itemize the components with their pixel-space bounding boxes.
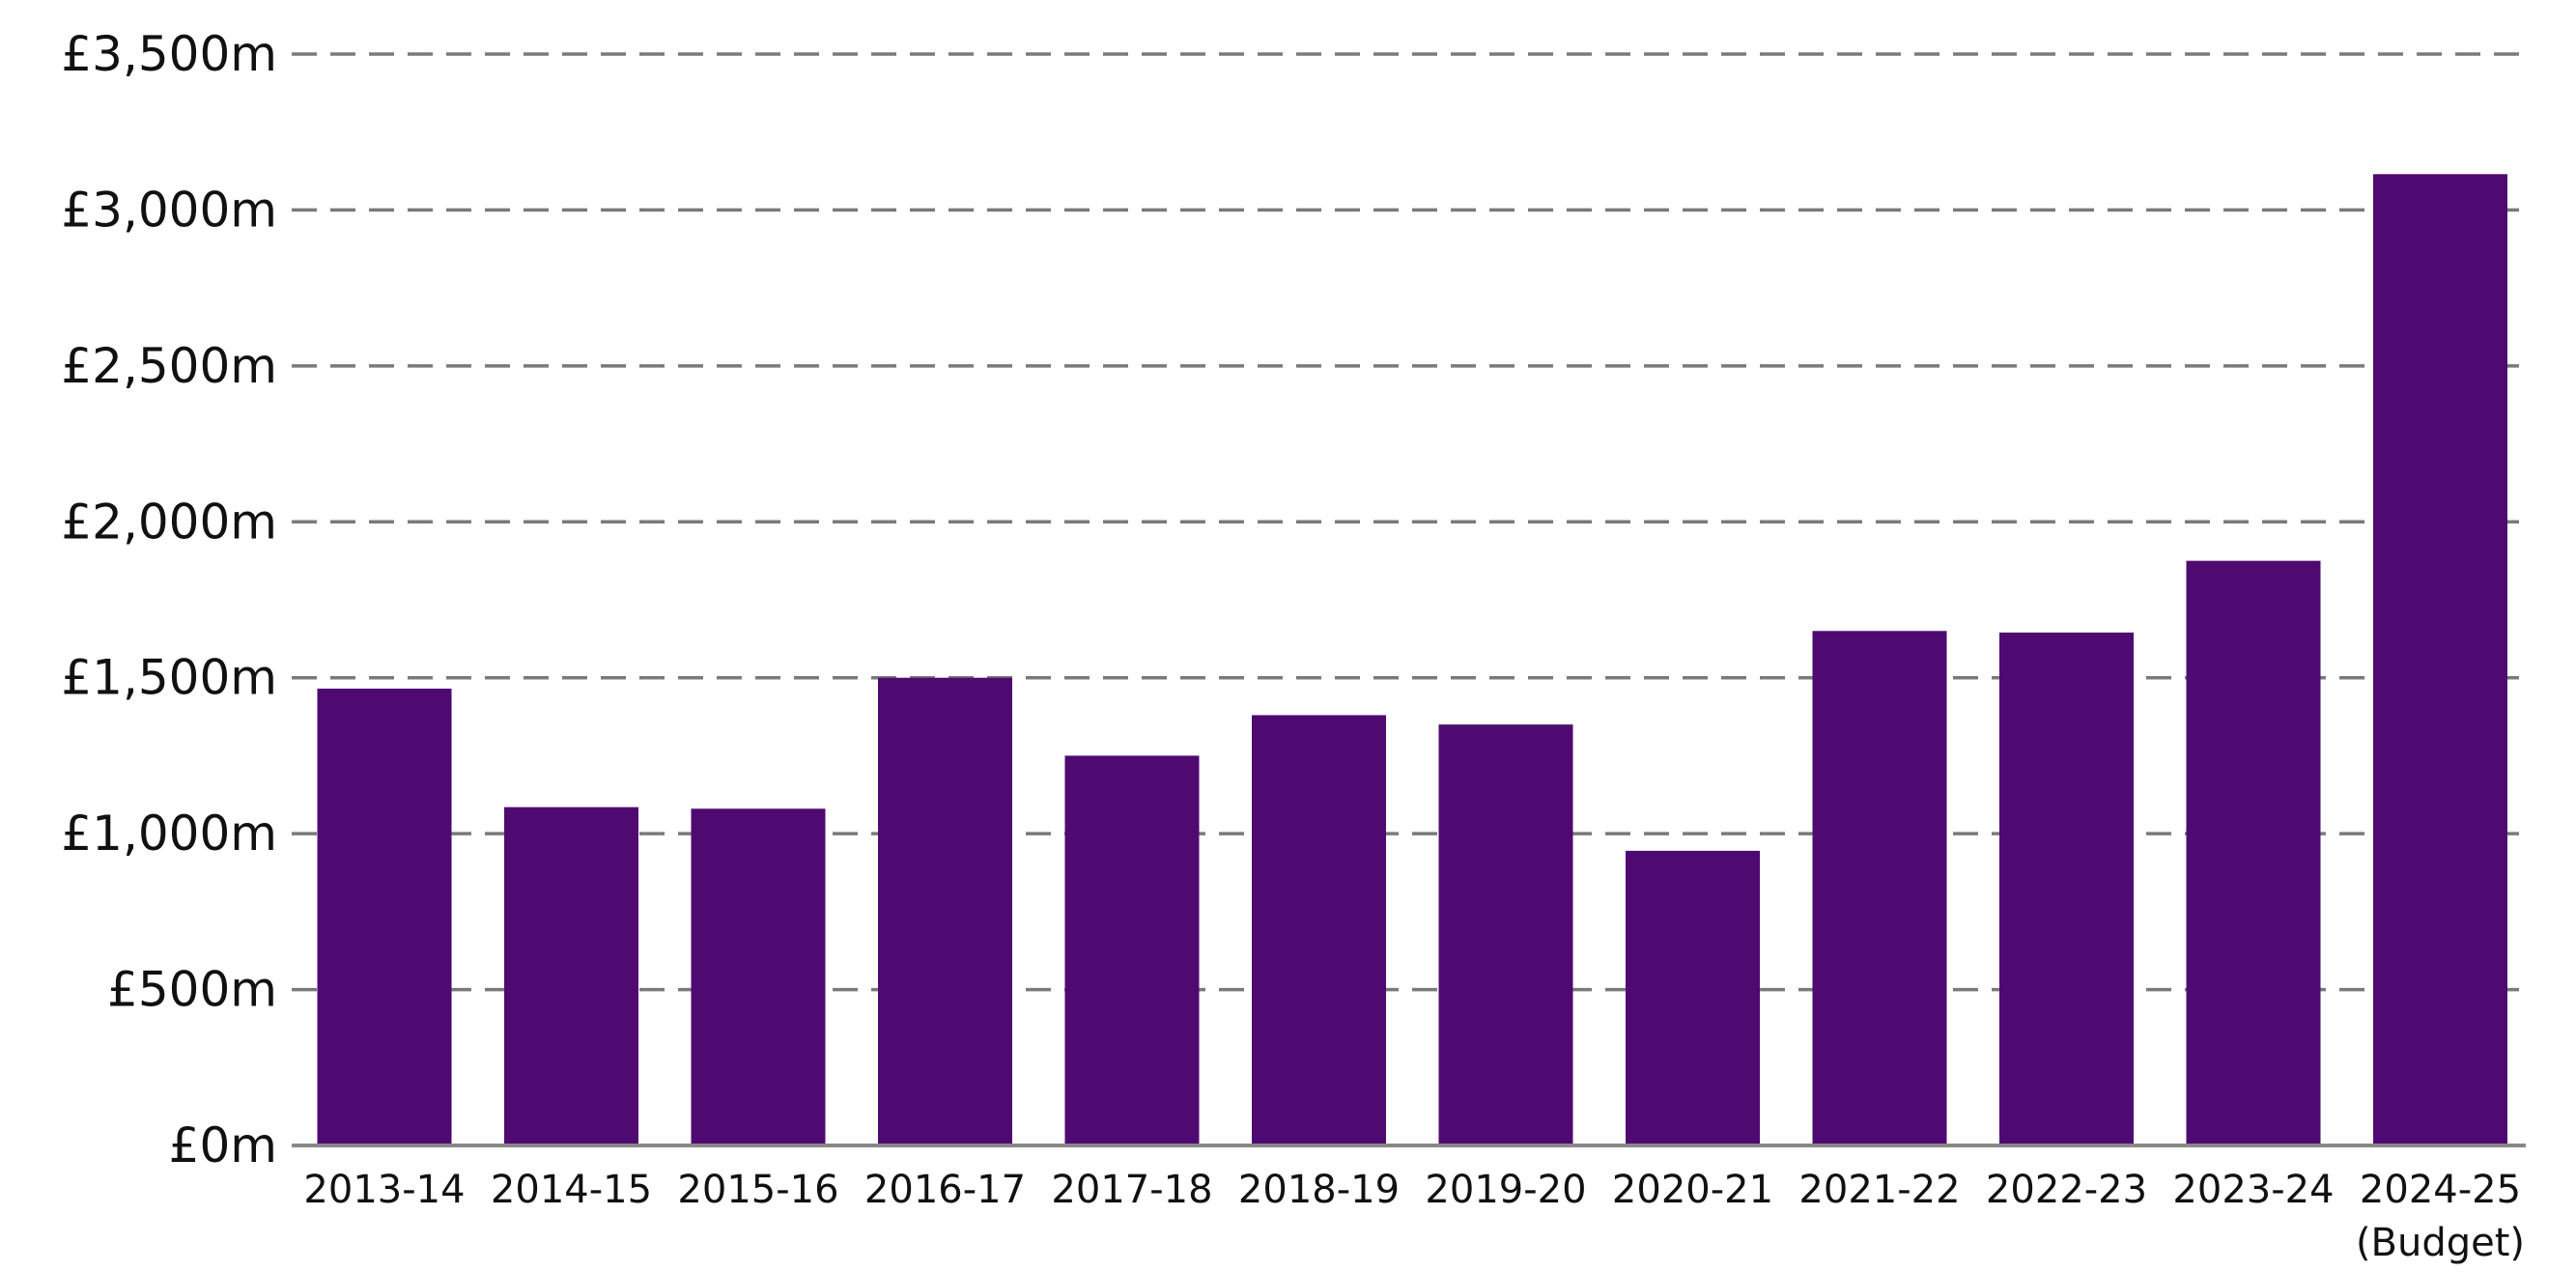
bar bbox=[1812, 631, 1947, 1145]
bars bbox=[317, 174, 2507, 1146]
bar bbox=[691, 808, 826, 1145]
bar bbox=[878, 677, 1012, 1145]
bar bbox=[504, 806, 638, 1145]
y-tick-label: £2,000m bbox=[61, 494, 277, 550]
bar bbox=[1438, 724, 1573, 1145]
y-tick-label: £3,000m bbox=[61, 182, 277, 238]
x-tick-label: 2017-18 bbox=[1051, 1168, 1212, 1212]
x-tick-label: 2023-24 bbox=[2172, 1168, 2334, 1212]
x-tick-label: 2013-14 bbox=[303, 1168, 465, 1212]
bar bbox=[2186, 560, 2321, 1145]
y-tick-label: £500m bbox=[107, 962, 277, 1018]
x-tick-sublabel: (Budget) bbox=[2356, 1221, 2525, 1265]
x-tick-label: 2014-15 bbox=[491, 1168, 652, 1212]
x-tick-label: 2016-17 bbox=[864, 1168, 1026, 1212]
y-tick-label: £3,500m bbox=[61, 26, 277, 82]
x-tick-label: 2022-23 bbox=[1986, 1168, 2147, 1212]
y-tick-label: £2,500m bbox=[61, 338, 277, 394]
bar bbox=[1064, 755, 1200, 1145]
x-tick-label: 2020-21 bbox=[1612, 1168, 1773, 1212]
x-tick-label: 2018-19 bbox=[1238, 1168, 1400, 1212]
x-tick-label: 2021-22 bbox=[1798, 1168, 1960, 1212]
x-tick-label: 2024-25 bbox=[2360, 1168, 2521, 1212]
x-tick-label: 2015-16 bbox=[677, 1168, 838, 1212]
bar bbox=[317, 689, 452, 1145]
bar bbox=[1999, 632, 2134, 1145]
gridlines bbox=[292, 52, 2526, 992]
bar bbox=[1626, 850, 1760, 1145]
bar bbox=[2373, 174, 2507, 1146]
x-axis-tick-labels: 2013-14 2014-15 2015-16 2016-17 2017-18 2018-… bbox=[303, 1168, 2525, 1265]
y-tick-label: £1,500m bbox=[61, 650, 277, 706]
y-tick-label: £1,000m bbox=[61, 806, 277, 862]
x-tick-label: 2019-20 bbox=[1425, 1168, 1586, 1212]
y-axis-tick-labels: £0m £500m £1,000m £1,500m £2,000m £2,500m £3,0… bbox=[61, 26, 277, 1173]
y-tick-label: £0m bbox=[169, 1117, 277, 1173]
bar bbox=[1252, 715, 1386, 1145]
